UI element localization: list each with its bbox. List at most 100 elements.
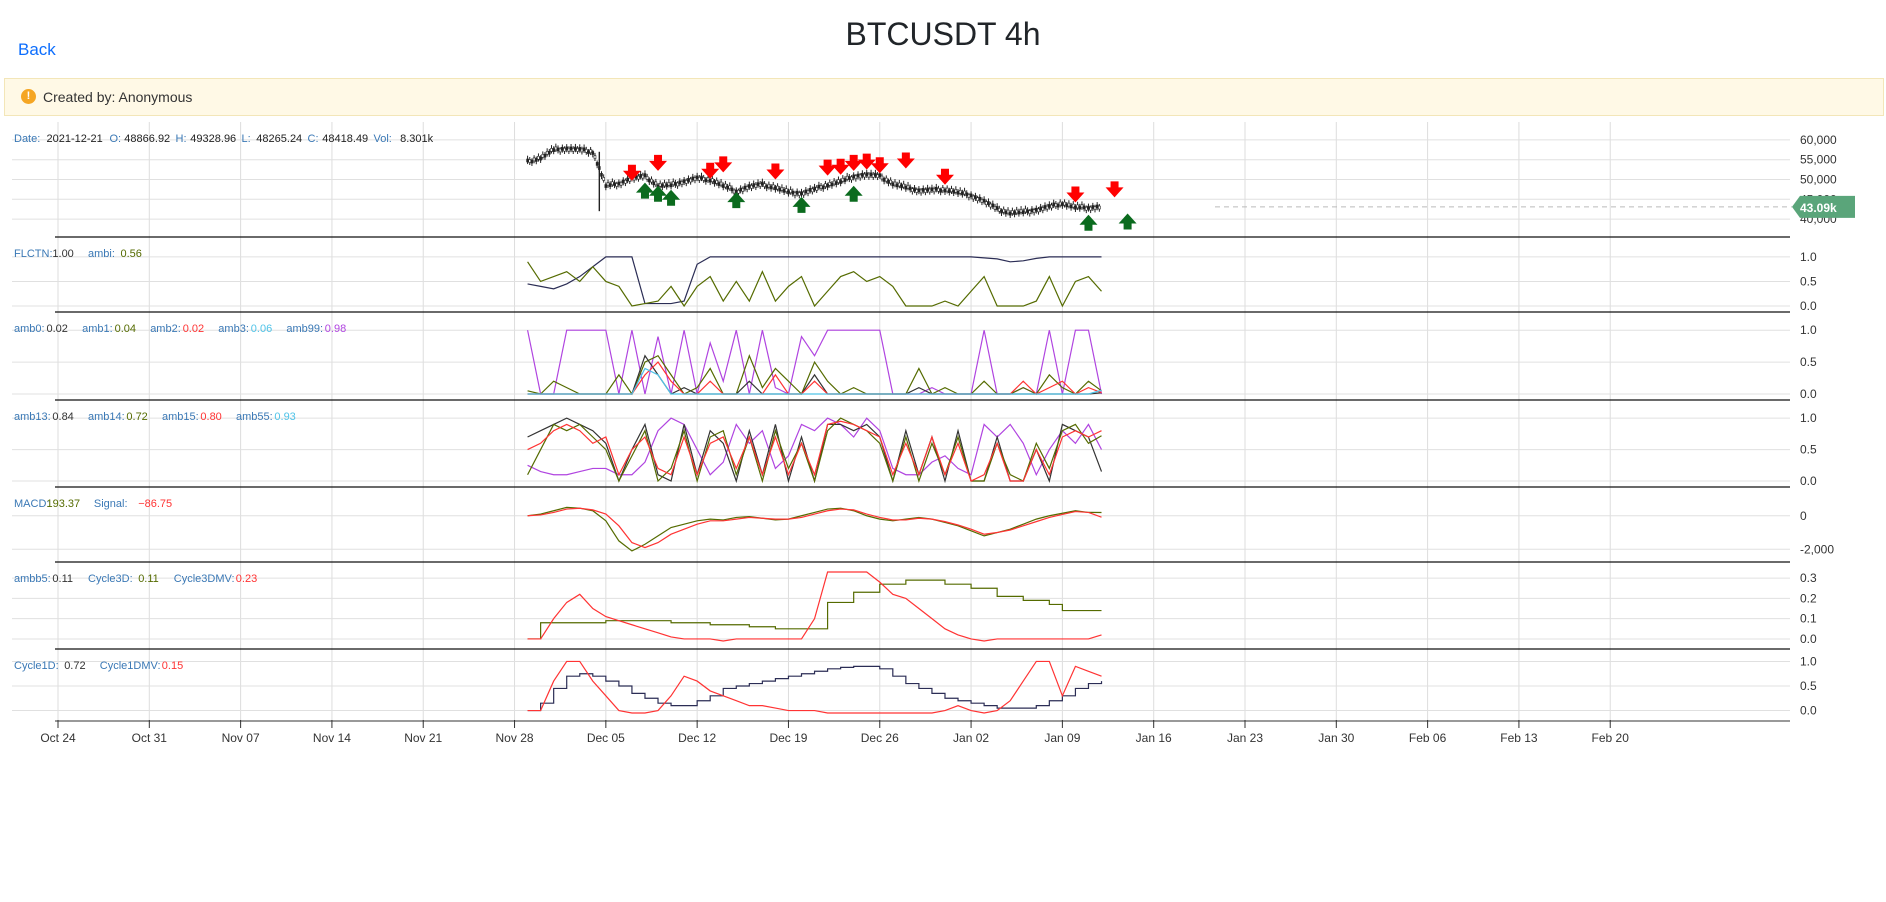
candle-body [945, 187, 949, 192]
candle-body [806, 190, 810, 194]
legend-value: 1.00 [52, 248, 73, 260]
candle-body [748, 184, 751, 188]
candle-body [913, 187, 916, 192]
chart-area[interactable]: Oct 24 Oct 31 Nov 07 Nov 14 Nov 21 Nov 28 Dec … [0, 122, 1886, 897]
buy-arrow-icon [635, 182, 654, 199]
candle-body [645, 176, 649, 180]
candle-body [684, 180, 688, 184]
y-tick-label: 0.0 [1800, 474, 1817, 488]
legend-key: amb55: [236, 411, 273, 423]
candle-body [984, 201, 988, 205]
candle-body [808, 188, 812, 192]
candle-body [939, 189, 942, 193]
legend-key: amb15: [162, 411, 199, 423]
legend-value: 0.80 [200, 411, 221, 423]
legend-value: 0.15 [162, 660, 183, 672]
candle-body [987, 201, 990, 205]
legend-value: 0.72 [126, 411, 147, 423]
series-line-cycle1d [527, 665, 1103, 712]
candle-body [626, 177, 629, 182]
y-tick-label: 0.5 [1800, 443, 1817, 457]
candle-body [937, 187, 940, 192]
candle-body [898, 182, 901, 187]
creator-text: Created by: Anonymous [43, 89, 193, 105]
candle-body [976, 197, 979, 202]
legend-value: 0.11 [138, 573, 159, 585]
series-line-flctn [527, 256, 1102, 305]
candle-body [765, 184, 769, 189]
legend-key: FLCTN: [14, 248, 53, 260]
candle-body [854, 175, 858, 180]
candle-body [674, 182, 677, 186]
candle-body [921, 188, 925, 192]
y-tick-label: 1.0 [1800, 323, 1817, 337]
candle-body [711, 178, 714, 182]
buy-arrow-icon [1118, 213, 1137, 230]
legend-value: 8.301k [400, 133, 434, 145]
candle-body [580, 148, 584, 153]
series-line-cycle1dmv [527, 660, 1102, 714]
candle-body [1054, 203, 1058, 207]
candle-body [763, 183, 766, 187]
candle-body [584, 149, 588, 153]
candle-body [719, 181, 723, 186]
candle-body [1011, 210, 1014, 214]
candle-body [832, 180, 836, 185]
candle-body [1039, 206, 1042, 211]
y-tick-label: 1.0 [1800, 250, 1817, 264]
chart-canvas[interactable]: Oct 24 Oct 31 Nov 07 Nov 14 Nov 21 Nov 28 Dec … [0, 122, 1886, 897]
candle-body [850, 176, 853, 181]
candle-body [593, 155, 597, 159]
candle-body [617, 181, 621, 186]
candle-body [530, 159, 534, 164]
candle-body [730, 187, 734, 192]
candle-body [1078, 205, 1082, 210]
candle-body [1021, 210, 1025, 215]
legend-value: 48265.24 [256, 133, 302, 145]
candle-body [771, 184, 775, 189]
candle-body [750, 185, 753, 189]
y-tick-label: 1.0 [1800, 411, 1817, 425]
candle-body [724, 183, 727, 188]
x-tick-label: Feb 13 [1500, 731, 1538, 745]
series-line-cycle3dmv [527, 571, 1102, 642]
candle-body [663, 182, 666, 187]
y-tick-label: 0.5 [1800, 679, 1817, 693]
candle-body [689, 178, 692, 183]
candle-body [726, 185, 729, 190]
legend-key: Cycle3D: [88, 573, 133, 585]
candle-body [708, 178, 712, 183]
candle-body [1095, 204, 1099, 209]
candle-body [1037, 208, 1040, 213]
candle-body [919, 189, 923, 194]
back-link[interactable]: Back [18, 40, 56, 59]
candle-body [595, 162, 599, 166]
buy-arrow-icon [649, 185, 668, 202]
candle-body [713, 180, 716, 185]
top-bar: Back BTCUSDT 4h [0, 0, 1886, 78]
y-tick-label: 0.5 [1800, 355, 1817, 369]
y-tick-label: 0.0 [1800, 632, 1817, 646]
candle-body [545, 151, 549, 155]
legend-key: amb3: [218, 323, 249, 335]
candle-body [824, 183, 827, 187]
candle-body [604, 184, 608, 188]
candle-body [895, 183, 899, 188]
candle-body [576, 148, 579, 152]
candle-body [754, 184, 758, 188]
candle-body [906, 184, 910, 189]
candle-body [1091, 205, 1095, 209]
candle-body [963, 190, 966, 195]
candle-body [767, 183, 771, 188]
candle-body [804, 189, 808, 194]
candle-body [721, 184, 725, 188]
candle-body [930, 187, 934, 192]
candle-body [958, 189, 962, 194]
candle-body [643, 173, 647, 177]
candle-body [1006, 209, 1010, 214]
series-line-amb3 [527, 367, 1102, 395]
y-tick-label: 55,000 [1800, 153, 1837, 167]
legend-key: Date: [14, 133, 40, 145]
candle-body [1030, 208, 1034, 213]
candle-body [902, 183, 905, 188]
